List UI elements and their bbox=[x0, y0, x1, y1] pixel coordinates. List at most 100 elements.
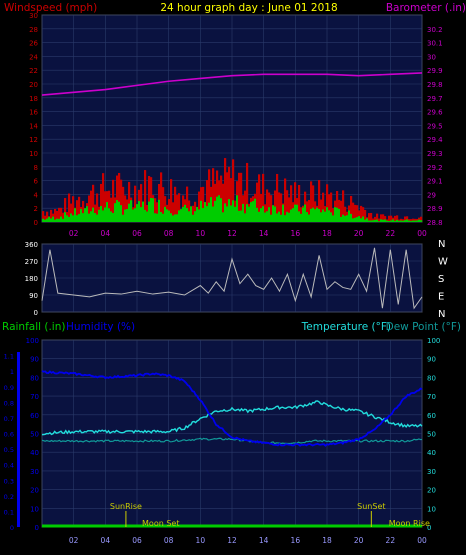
wind-avg-bar bbox=[276, 213, 279, 222]
wind-x-tick-label: 16 bbox=[291, 229, 301, 238]
wind-gust-bar bbox=[148, 176, 151, 222]
wind-x-tick-label: 10 bbox=[196, 229, 206, 238]
wind-avg-bar bbox=[354, 217, 357, 222]
wind-avg-bar bbox=[320, 212, 323, 222]
wind-gust-bar bbox=[140, 184, 143, 222]
wind-avg-bar bbox=[328, 210, 331, 222]
wind-x-tick-label: 14 bbox=[259, 229, 269, 238]
wind-gust-bar bbox=[294, 182, 297, 222]
humidity-tick-label: 70 bbox=[30, 393, 39, 401]
baro-tick-label: 29.6 bbox=[427, 109, 443, 117]
wind-avg-bar bbox=[410, 220, 413, 222]
wind-gust-bar bbox=[360, 205, 363, 222]
wind-gust-bar bbox=[406, 216, 409, 222]
barometer-axis-title: Barometer (.in) bbox=[386, 2, 466, 14]
wind-avg-bar bbox=[296, 204, 299, 222]
wind-tick-label: 12 bbox=[29, 136, 38, 144]
wind-gust-bar bbox=[42, 211, 45, 222]
wind-avg-bar bbox=[132, 209, 135, 222]
dir-tick-label: 90 bbox=[29, 292, 38, 300]
wind-avg-bar bbox=[144, 209, 147, 222]
compass-label: S bbox=[438, 274, 444, 285]
wind-gust-bar bbox=[332, 208, 335, 222]
wind-gust-bar bbox=[112, 179, 115, 222]
rain-tick-label: 1.1 bbox=[4, 353, 14, 361]
wind-x-tick-label: 02 bbox=[69, 229, 79, 238]
wind-x-tick-label: 12 bbox=[227, 229, 237, 238]
rain-tick-label: 0.8 bbox=[4, 399, 14, 407]
wind-gust-bar bbox=[402, 219, 405, 222]
wind-avg-bar bbox=[168, 210, 171, 222]
wind-avg-bar bbox=[300, 213, 303, 222]
temp-tick-label: 90 bbox=[427, 356, 436, 364]
wind-gust-bar bbox=[176, 195, 179, 222]
wind-gust-bar bbox=[412, 218, 415, 222]
wind-avg-bar bbox=[118, 201, 121, 222]
wind-x-tick-label: 18 bbox=[322, 229, 332, 238]
compass-label: N bbox=[438, 309, 445, 320]
wind-gust-bar bbox=[274, 190, 277, 222]
wind-avg-bar bbox=[206, 206, 209, 222]
wind-avg-bar bbox=[336, 207, 339, 222]
wind-gust-bar bbox=[50, 209, 53, 222]
wind-avg-bar bbox=[90, 211, 93, 222]
wind-gust-bar bbox=[318, 180, 321, 222]
wind-avg-bar bbox=[250, 202, 253, 222]
wind-avg-bar bbox=[184, 204, 187, 222]
wind-gust-bar bbox=[388, 215, 391, 222]
wind-avg-bar bbox=[380, 219, 383, 222]
rain-tick-label: 0.5 bbox=[4, 446, 14, 454]
wind-avg-bar bbox=[130, 200, 133, 222]
wind-avg-bar bbox=[274, 206, 277, 222]
wind-avg-bar bbox=[312, 207, 315, 222]
wind-avg-bar bbox=[420, 220, 423, 222]
wind-gust-bar bbox=[64, 198, 67, 222]
wind-avg-bar bbox=[362, 216, 365, 222]
wind-gust-bar bbox=[54, 209, 57, 222]
wind-gust-bar bbox=[116, 175, 119, 222]
wind-gust-bar bbox=[144, 170, 147, 222]
wind-avg-bar bbox=[186, 208, 189, 222]
wind-avg-bar bbox=[260, 208, 263, 222]
wind-gust-bar bbox=[128, 181, 131, 222]
wind-x-tick-label: 08 bbox=[164, 229, 174, 238]
compass-label: N bbox=[438, 239, 445, 250]
wind-gust-bar bbox=[82, 200, 85, 222]
wind-gust-bar bbox=[90, 190, 93, 222]
wind-gust-bar bbox=[326, 184, 329, 222]
wind-avg-bar bbox=[52, 216, 55, 222]
wind-gust-bar bbox=[306, 201, 309, 222]
wind-tick-label: 16 bbox=[29, 109, 38, 117]
wind-avg-bar bbox=[254, 198, 257, 222]
wind-avg-bar bbox=[290, 209, 293, 222]
wind-avg-bar bbox=[226, 206, 229, 222]
wind-avg-bar bbox=[288, 212, 291, 222]
temp-tick-label: 20 bbox=[427, 487, 436, 495]
wind-avg-bar bbox=[378, 221, 381, 222]
wind-gust-bar bbox=[238, 172, 241, 222]
wind-tick-label: 30 bbox=[29, 12, 38, 20]
wind-avg-bar bbox=[74, 208, 77, 222]
humidity-tick-label: 100 bbox=[26, 337, 39, 345]
wind-avg-bar bbox=[360, 218, 363, 222]
wind-avg-bar bbox=[386, 220, 389, 222]
wind-gust-bar bbox=[322, 192, 325, 222]
wind-tick-label: 6 bbox=[34, 178, 39, 186]
wind-avg-bar bbox=[344, 215, 347, 222]
wind-avg-bar bbox=[182, 206, 185, 222]
wind-gust-bar bbox=[410, 219, 413, 222]
baro-tick-label: 29.4 bbox=[427, 136, 443, 144]
wind-gust-bar bbox=[228, 166, 231, 222]
lower-x-tick-label: 00 bbox=[417, 536, 427, 545]
wind-gust-bar bbox=[270, 195, 273, 222]
wind-gust-bar bbox=[414, 218, 417, 222]
wind-gust-bar bbox=[364, 209, 367, 222]
wind-avg-bar bbox=[348, 210, 351, 222]
wind-avg-bar bbox=[292, 208, 295, 222]
wind-gust-bar bbox=[56, 210, 59, 222]
wind-avg-bar bbox=[284, 215, 287, 222]
baro-tick-label: 28.8 bbox=[427, 219, 443, 227]
wind-avg-bar bbox=[78, 213, 81, 222]
wind-gust-bar bbox=[240, 172, 243, 222]
